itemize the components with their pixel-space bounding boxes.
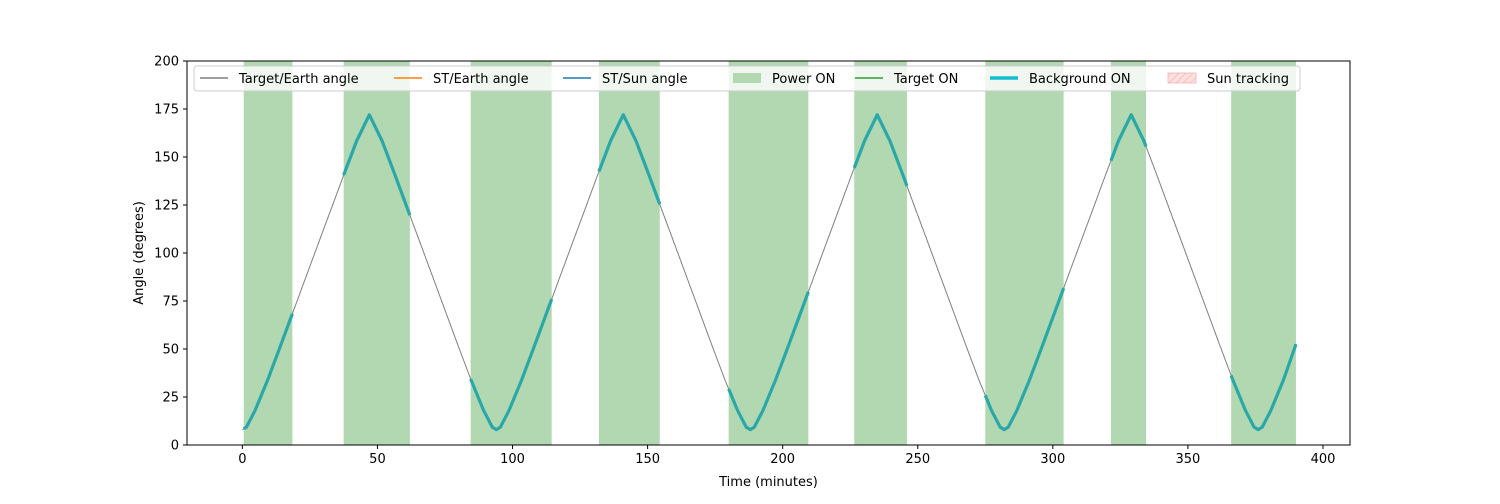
y-tick-label: 25 [162, 391, 179, 406]
y-tick-label: 100 [154, 247, 179, 262]
x-tick-label: 200 [770, 452, 795, 467]
y-tick-label: 200 [154, 55, 179, 70]
background-on-segment-0 [242, 313, 294, 431]
background-on-segment-1 [342, 113, 412, 216]
x-axis-ticks: 0 50 100 150 200 250 300 350 400 [238, 445, 1335, 467]
power-on-band-6 [985, 61, 1064, 445]
background-on-segment-5 [852, 113, 909, 187]
background-on-segment-3 [597, 113, 662, 205]
background-on-segment-2 [469, 298, 554, 432]
background-on-segment-4 [727, 291, 810, 432]
y-tick-label: 175 [154, 103, 179, 118]
background-on-segment-7 [1109, 113, 1148, 162]
x-tick-label: 350 [1175, 452, 1200, 467]
y-tick-label: 75 [162, 295, 179, 310]
legend-label: Power ON [772, 72, 835, 87]
power-on-band-0 [243, 61, 293, 445]
legend-item-5: Background ON [990, 72, 1131, 87]
background-on-segment-6 [983, 287, 1066, 432]
legend-swatch [1167, 72, 1197, 84]
legend-label: Background ON [1029, 72, 1131, 87]
x-tick-label: 150 [635, 452, 660, 467]
y-tick-label: 150 [154, 151, 179, 166]
legend-item-4: Target ON [855, 72, 958, 87]
power-on-bands [243, 61, 1296, 445]
x-axis-label: Time (minutes) [718, 475, 818, 490]
power-on-band-4 [728, 61, 809, 445]
x-tick-label: 50 [369, 452, 386, 467]
legend-swatch [733, 73, 761, 83]
legend-label: ST/Earth angle [433, 72, 529, 87]
legend-label: Target ON [893, 72, 958, 87]
power-on-band-3 [598, 61, 660, 445]
legend: Target/Earth angle ST/Earth angle ST/Sun a… [193, 65, 1301, 92]
y-tick-label: 125 [154, 199, 179, 214]
power-on-band-7 [1110, 61, 1147, 445]
power-on-band-2 [470, 61, 552, 445]
y-tick-label: 0 [171, 439, 179, 454]
y-axis-ticks: 0 25 50 75 100 125 150 175 200 [154, 55, 187, 454]
background-on-segment-8 [1229, 343, 1298, 432]
legend-item-0: Target/Earth angle [200, 72, 359, 87]
legend-item-3: Power ON [733, 72, 835, 87]
y-tick-label: 50 [162, 343, 179, 358]
y-axis-label: Angle (degrees) [132, 201, 147, 305]
x-tick-label: 400 [1311, 452, 1336, 467]
legend-item-1: ST/Earth angle [394, 72, 529, 87]
power-on-band-1 [343, 61, 410, 445]
x-tick-label: 300 [1040, 452, 1065, 467]
legend-label: ST/Sun angle [602, 72, 688, 87]
power-on-band-8 [1231, 61, 1296, 445]
legend-item-6: Sun tracking [1167, 72, 1289, 87]
background-on-layer [242, 113, 1298, 432]
x-tick-label: 0 [238, 452, 246, 467]
legend-item-2: ST/Sun angle [563, 72, 688, 87]
legend-label: Sun tracking [1207, 72, 1289, 87]
x-tick-label: 100 [500, 452, 525, 467]
x-tick-label: 250 [905, 452, 930, 467]
legend-label: Target/Earth angle [238, 72, 359, 87]
